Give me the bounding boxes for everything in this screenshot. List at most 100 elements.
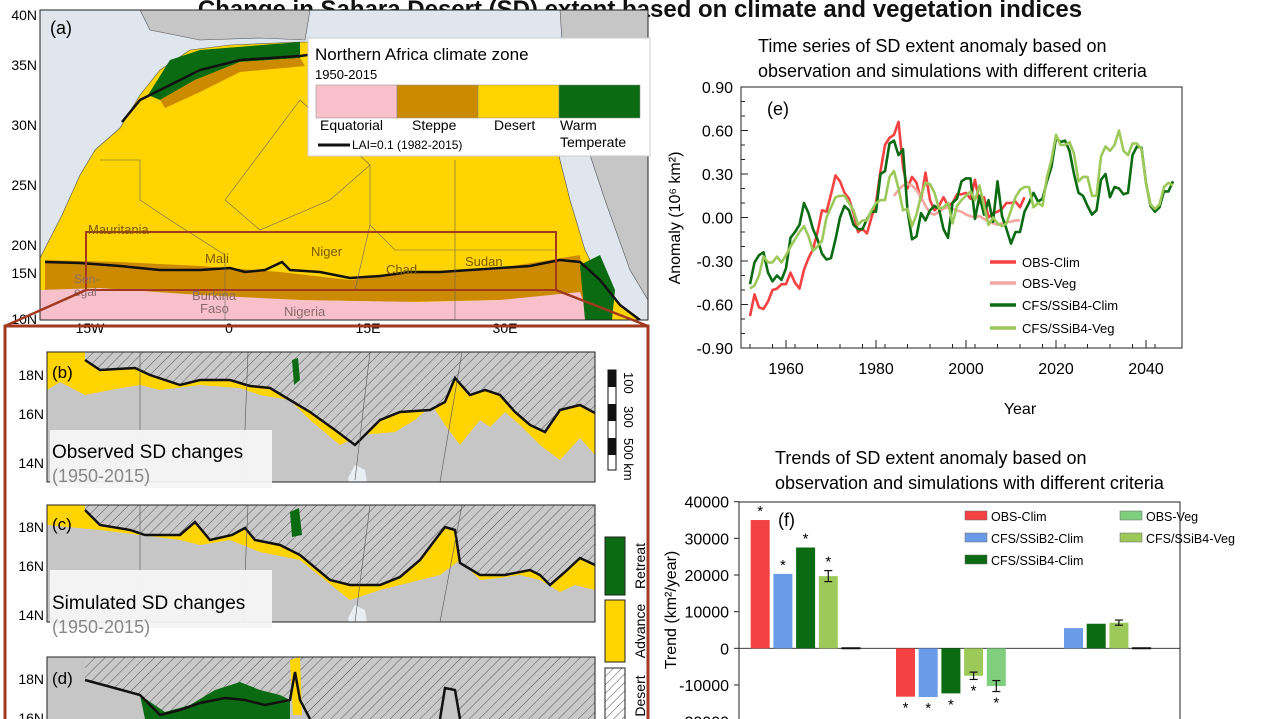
bar bbox=[896, 648, 915, 697]
chart-f-plot: 40000 30000 20000 10000 0 -10000 -20000 * * * * * * *… bbox=[679, 495, 1235, 719]
chart-e-title-line2: observation and simulations with differe… bbox=[758, 61, 1148, 81]
lat-tick: 18N bbox=[18, 671, 44, 687]
significance-star: * bbox=[757, 503, 763, 520]
y-tick-label: 0.90 bbox=[702, 80, 733, 97]
map-d bbox=[47, 657, 595, 719]
lat-tick: 15N bbox=[11, 265, 37, 281]
bar bbox=[986, 648, 1006, 687]
legend-swatch bbox=[1119, 510, 1143, 521]
maps-figure: (a) Mauritania Mali Niger Chad Sudan Sen… bbox=[3, 7, 651, 719]
significance-star: * bbox=[948, 696, 954, 713]
zone-label: Equatorial bbox=[320, 117, 383, 133]
country-label: Faso bbox=[200, 301, 229, 316]
europe-land bbox=[139, 10, 311, 41]
country-label: Mauritania bbox=[88, 222, 149, 237]
panel-label-b: (b) bbox=[52, 363, 73, 382]
country-label: Nigeria bbox=[284, 304, 326, 319]
map-a-lat-ticks: 40N 35N 30N 25N 20N 15N 10N bbox=[11, 7, 37, 327]
panel-b-period: (1950-2015) bbox=[52, 466, 150, 486]
panel-label-e: (e) bbox=[767, 99, 789, 119]
legend-label: OBS-Veg bbox=[1146, 510, 1198, 524]
lon-tick: 15E bbox=[356, 320, 381, 336]
country-label: Niger bbox=[311, 244, 343, 259]
sahel-zoom-box bbox=[85, 231, 557, 291]
y-tick-label: -10000 bbox=[679, 678, 729, 695]
lon-tick: 15W bbox=[76, 320, 106, 336]
y-tick-label: 0.60 bbox=[702, 124, 733, 141]
chart-f-title-line1: Trends of SD extent anomaly based on bbox=[775, 448, 1087, 468]
lat-tick: 16N bbox=[18, 558, 44, 574]
legend-label: CFS/SSiB4-Veg bbox=[1146, 532, 1235, 546]
legend-advance: Advance bbox=[632, 604, 648, 659]
y-tick-label: -0.30 bbox=[697, 254, 734, 271]
panel-lat-ticks: 18N 16N 14N 18N 16N 14N 18N 16N bbox=[18, 367, 44, 719]
zone-label: Warm bbox=[560, 117, 597, 133]
legend-swatch bbox=[964, 532, 988, 543]
series-line-cfs-ssib4-veg bbox=[749, 129, 1174, 290]
climate-zone-legend: Northern Africa climate zone 1950-2015 E… bbox=[307, 37, 651, 157]
x-tick-label: 1960 bbox=[768, 361, 804, 378]
y-tick-label: 40000 bbox=[685, 495, 730, 512]
y-tick-label: 30000 bbox=[685, 531, 730, 548]
series-line-cfs-ssib4-clim bbox=[748, 136, 1175, 285]
legend-label: OBS-Veg bbox=[1022, 276, 1076, 291]
panel-c-caption: Simulated SD changes bbox=[52, 593, 245, 614]
significance-star: * bbox=[993, 695, 999, 712]
swatch-retreat bbox=[604, 536, 626, 596]
chart-e-ylabel: Anomaly (10⁶ km²) bbox=[667, 152, 684, 285]
chart-f-ylabel: Trend (km²/year) bbox=[663, 551, 680, 670]
legend-swatch bbox=[1119, 532, 1143, 543]
bar bbox=[773, 573, 793, 649]
y-tick-label: 0.00 bbox=[702, 211, 733, 228]
legend-label: CFS/SSiB4-Veg bbox=[1022, 321, 1115, 336]
x-tick-label: 1980 bbox=[858, 361, 894, 378]
lai-line-north bbox=[121, 50, 331, 123]
bar bbox=[964, 648, 984, 676]
swatch-warm-temperate bbox=[558, 84, 641, 119]
y-tick-label: 20000 bbox=[685, 568, 730, 585]
zone-steppe-north bbox=[160, 58, 305, 108]
country-label: Mali bbox=[205, 251, 229, 266]
zone-label: Temperate bbox=[560, 134, 626, 150]
bar bbox=[796, 547, 816, 649]
lat-tick: 16N bbox=[18, 406, 44, 422]
country-label: Sen- bbox=[74, 272, 99, 286]
legend-title: Northern Africa climate zone bbox=[315, 45, 529, 64]
bar bbox=[918, 648, 938, 698]
map-c bbox=[47, 505, 595, 622]
panel-c-period: (1950-2015) bbox=[52, 617, 150, 637]
legend-label: OBS-Clim bbox=[1022, 255, 1080, 270]
country-label: Chad bbox=[386, 262, 417, 277]
zone-label: Steppe bbox=[412, 117, 457, 133]
swatch-desert bbox=[477, 84, 560, 119]
legend-swatch bbox=[964, 554, 988, 565]
chart-e-title-line1: Time series of SD extent anomaly based o… bbox=[758, 36, 1107, 56]
swatch-steppe bbox=[396, 84, 479, 119]
x-tick-label: 2040 bbox=[1128, 361, 1164, 378]
chart-e-plot: 0.90 0.60 0.30 0.00 -0.30 -0.60 -0.90 1960 1980 2… bbox=[697, 80, 1183, 378]
lat-tick: 25N bbox=[11, 177, 37, 193]
bar bbox=[750, 520, 770, 649]
country-label: Sudan bbox=[465, 254, 503, 269]
legend-label: CFS/SSiB4-Clim bbox=[991, 554, 1083, 568]
legend-swatch bbox=[964, 510, 988, 521]
significance-star: * bbox=[971, 682, 977, 699]
y-tick-label: 0 bbox=[720, 641, 729, 658]
legend-retreat: Retreat bbox=[632, 543, 648, 589]
lat-tick: 30N bbox=[11, 117, 37, 133]
panel-label-a: (a) bbox=[50, 18, 72, 38]
zone-warm-temperate-north bbox=[148, 42, 300, 100]
zone-label: Desert bbox=[494, 117, 535, 133]
legend-period: 1950-2015 bbox=[315, 67, 377, 82]
x-tick-label: 2020 bbox=[1038, 361, 1074, 378]
swatch-equatorial bbox=[315, 84, 398, 119]
swatch-desert bbox=[604, 667, 626, 719]
country-label: egal bbox=[74, 285, 97, 299]
lat-tick: 18N bbox=[18, 367, 44, 383]
bar bbox=[818, 576, 838, 649]
significance-star: * bbox=[925, 700, 931, 717]
panel-label-d: (d) bbox=[52, 669, 73, 688]
panel-label-c: (c) bbox=[52, 515, 72, 534]
change-legend: Retreat Advance Desert bbox=[604, 536, 648, 719]
